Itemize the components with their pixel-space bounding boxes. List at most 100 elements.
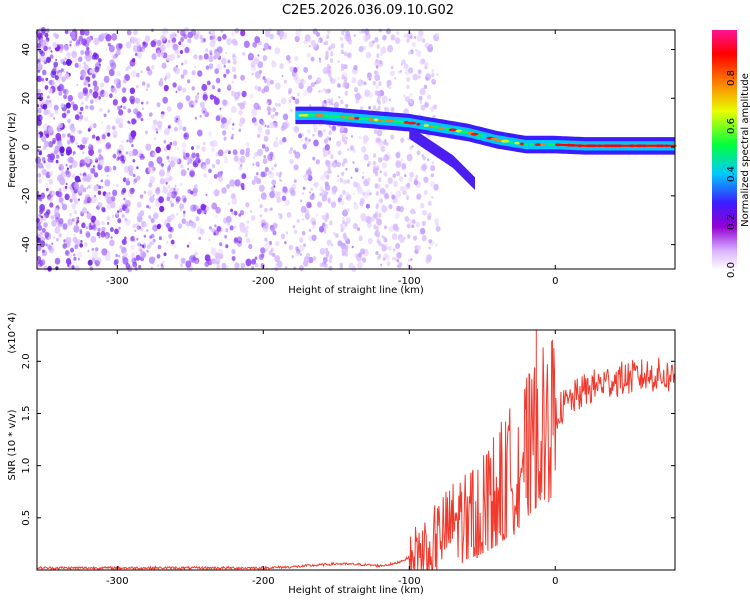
noise-speckle: [106, 221, 110, 225]
noise-speckle: [327, 150, 331, 155]
noise-speckle: [95, 157, 98, 160]
noise-speckle: [47, 109, 51, 115]
noise-speckle: [278, 214, 283, 220]
noise-speckle: [319, 186, 324, 192]
ridge-blob: [514, 141, 520, 145]
x-tick-label: -300: [106, 576, 129, 587]
noise-speckle: [125, 67, 129, 72]
noise-speckle: [259, 204, 263, 209]
noise-speckle: [47, 195, 54, 202]
noise-speckle: [233, 155, 239, 162]
noise-speckle: [325, 250, 330, 256]
noise-speckle: [86, 187, 89, 190]
noise-speckle: [364, 28, 370, 35]
noise-speckle: [325, 247, 328, 251]
noise-speckle: [89, 88, 93, 94]
noise-speckle: [116, 70, 121, 77]
noise-speckle: [374, 73, 381, 82]
noise-speckle: [340, 99, 344, 105]
noise-speckle: [332, 78, 337, 84]
noise-speckle: [87, 259, 93, 266]
noise-speckle: [87, 83, 91, 88]
noise-speckle: [217, 88, 221, 93]
noise-speckle: [84, 194, 91, 202]
noise-speckle: [215, 115, 221, 122]
noise-speckle: [105, 34, 112, 42]
noise-speckle: [435, 243, 438, 247]
noise-speckle: [413, 235, 418, 241]
noise-speckle: [227, 202, 231, 206]
noise-speckle: [435, 32, 439, 37]
noise-speckle: [50, 215, 54, 220]
noise-speckle: [86, 232, 91, 239]
noise-speckle: [61, 203, 68, 211]
noise-speckle: [130, 130, 137, 138]
noise-speckle: [225, 215, 232, 223]
noise-speckle: [144, 130, 148, 135]
noise-speckle: [359, 234, 363, 239]
noise-speckle: [146, 244, 151, 249]
noise-speckle: [136, 176, 140, 181]
noise-speckle: [166, 155, 170, 160]
noise-speckle: [41, 168, 47, 176]
x-tick-label: -100: [398, 276, 421, 287]
noise-speckle: [374, 231, 378, 236]
noise-speckle: [239, 102, 246, 110]
noise-speckle: [156, 131, 159, 134]
noise-speckle: [413, 179, 419, 186]
noise-speckle: [132, 159, 136, 163]
noise-speckle: [342, 219, 346, 225]
noise-speckle: [64, 29, 69, 35]
noise-speckle: [253, 121, 258, 127]
noise-speckle: [136, 52, 142, 59]
noise-speckle: [271, 179, 277, 186]
noise-speckle: [146, 229, 149, 232]
noise-speckle: [183, 34, 188, 40]
noise-speckle: [388, 204, 393, 210]
noise-speckle: [419, 59, 424, 65]
noise-speckle: [37, 173, 42, 179]
colorbar-tick-label: 0.8: [726, 70, 737, 86]
noise-speckle: [86, 196, 92, 204]
noise-speckle: [125, 263, 131, 269]
noise-speckle: [328, 258, 332, 263]
noise-speckle: [48, 88, 53, 94]
noise-speckle: [359, 201, 364, 207]
noise-speckle: [264, 237, 268, 242]
noise-speckle: [166, 54, 172, 62]
noise-speckle: [41, 135, 47, 143]
noise-speckle: [148, 160, 154, 168]
y-tick-label: 0: [21, 144, 32, 150]
noise-speckle: [340, 227, 344, 233]
noise-speckle: [124, 74, 130, 81]
noise-speckle: [274, 263, 278, 267]
noise-speckle: [403, 33, 407, 39]
noise-speckle: [156, 156, 163, 164]
noise-speckle: [132, 173, 136, 178]
noise-speckle: [384, 138, 387, 142]
noise-speckle: [104, 193, 111, 201]
noise-speckle: [359, 31, 362, 34]
noise-speckle: [427, 215, 431, 221]
noise-speckle: [330, 154, 334, 159]
noise-speckle: [39, 49, 43, 55]
noise-speckle: [159, 178, 165, 185]
noise-speckle: [163, 139, 167, 144]
noise-speckle: [368, 92, 374, 99]
noise-speckle: [166, 196, 170, 202]
noise-speckle: [315, 159, 320, 165]
noise-speckle: [260, 120, 265, 126]
noise-speckle: [66, 167, 69, 170]
noise-speckle: [381, 235, 384, 239]
noise-speckle: [166, 171, 171, 177]
noise-speckle: [158, 236, 162, 241]
noise-speckle: [361, 146, 367, 153]
noise-speckle: [218, 46, 222, 51]
noise-speckle: [408, 177, 413, 183]
noise-speckle: [435, 225, 441, 232]
noise-speckle: [57, 220, 63, 228]
noise-speckle: [191, 152, 197, 159]
noise-speckle: [244, 233, 248, 238]
noise-speckle: [37, 62, 42, 67]
noise-speckle: [208, 31, 211, 35]
